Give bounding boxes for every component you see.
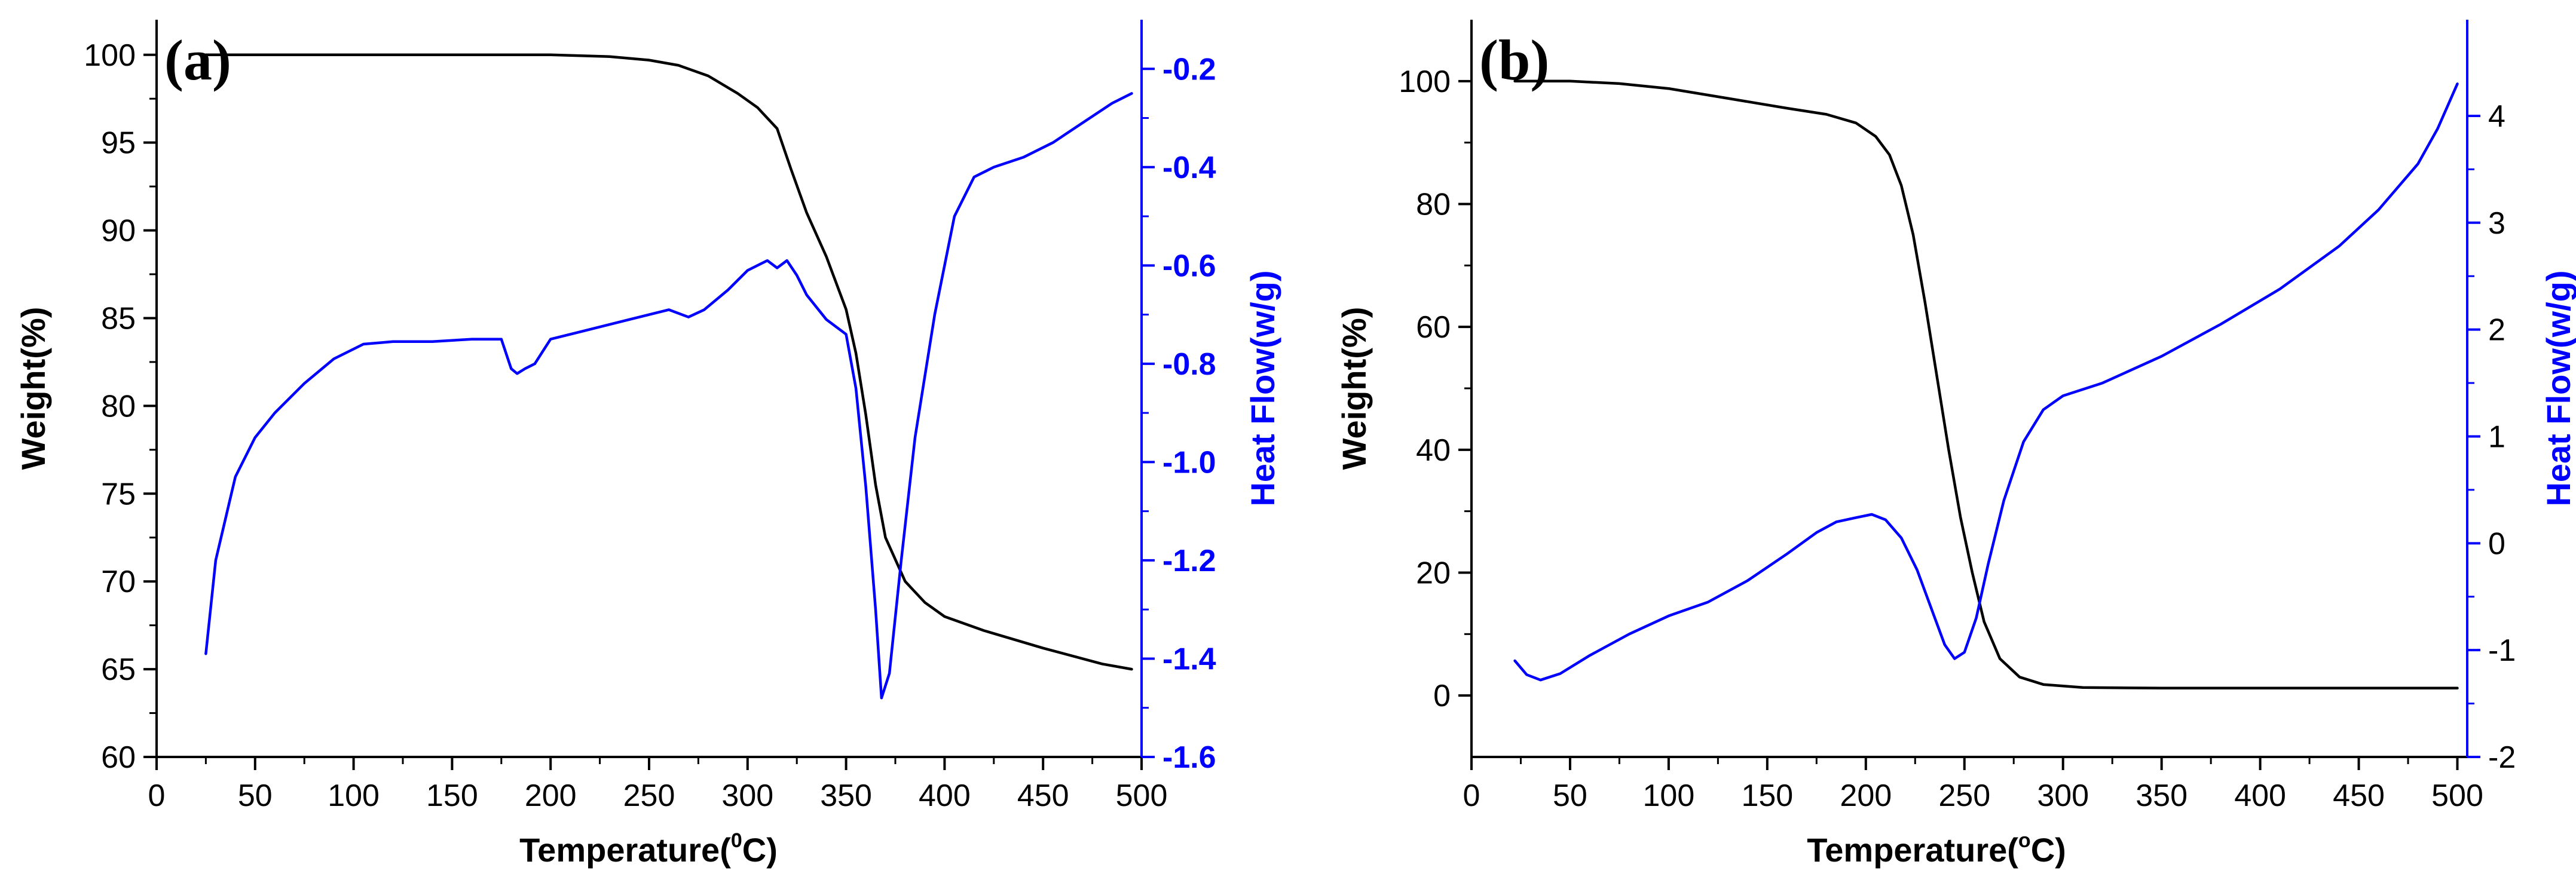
x-axis-title-degree: o	[2018, 829, 2031, 852]
x-tick-label: 100	[1643, 778, 1695, 813]
x-tick-label: 250	[1938, 778, 1990, 813]
x-tick-label: 450	[1017, 778, 1069, 813]
x-tick-label: 250	[623, 778, 675, 813]
y-right-tick-label: -0.6	[1162, 249, 1216, 283]
y-right-axis-title: Heat Flow(w/g)	[1244, 270, 1281, 506]
y-right-tick-label: 1	[2488, 419, 2505, 454]
y-right-tick-label: -2	[2488, 740, 2516, 775]
x-tick-label: 50	[238, 778, 273, 813]
x-tick-label: 150	[426, 778, 478, 813]
x-tick-label: 0	[148, 778, 166, 813]
weight-series-line	[1513, 79, 2459, 690]
y-left-tick-label: 0	[1433, 679, 1451, 713]
x-tick-label: 450	[2333, 778, 2385, 813]
y-left-tick-label: 20	[1416, 556, 1451, 591]
y-left-tick-label: 60	[1416, 310, 1451, 345]
y-left-tick-label: 85	[101, 301, 136, 336]
x-tick-label: 300	[2037, 778, 2089, 813]
y-left-tick-label: 80	[1416, 188, 1451, 222]
y-right-tick-label: 3	[2488, 206, 2505, 241]
x-axis-title-unit: C)	[742, 831, 778, 869]
panel-a: 0 50 100 150 200 250 300 350 400 450 500 60 65 70 75 80…	[14, 20, 1281, 869]
y-right-tick-label: -1.6	[1162, 740, 1216, 775]
y-right-tick-label: -0.4	[1162, 151, 1216, 185]
panel-b: 0 50 100 150 200 250 300 350 400 450 5000204060801…	[1335, 20, 2576, 869]
y-right-tick-label: 4	[2488, 99, 2505, 134]
x-tick-label: 350	[820, 778, 872, 813]
y-left-tick-label: 75	[101, 477, 136, 511]
panel-label: (b)	[1479, 28, 1549, 92]
y-right-axis-title: Heat Flow(w/g)	[2540, 270, 2576, 506]
panel-label: (a)	[164, 28, 231, 92]
x-axis-title-main: Temperature(	[1807, 831, 2018, 869]
y-left-tick-label: 40	[1416, 433, 1451, 468]
x-tick-label: 100	[328, 778, 380, 813]
y-left-axis-title: Weight(%)	[14, 307, 52, 470]
x-tick-label: 400	[919, 778, 971, 813]
y-right-tick-label: -1.4	[1162, 642, 1216, 676]
x-axis-title-main: Temperature(	[519, 831, 731, 869]
x-tick-label: 350	[2136, 778, 2188, 813]
y-left-tick-label: 70	[101, 565, 136, 599]
y-right-tick-label: -1.0	[1162, 445, 1216, 480]
x-tick-label: 200	[1840, 778, 1892, 813]
x-tick-label: 400	[2234, 778, 2286, 813]
y-right-tick-label: -1	[2488, 633, 2516, 668]
y-left-tick-label: 95	[101, 126, 136, 161]
y-right-tick-label: 2	[2488, 313, 2505, 348]
y-left-tick-label: 80	[101, 389, 136, 424]
y-left-tick-label: 90	[101, 214, 136, 249]
y-right-tick-label: -0.8	[1162, 347, 1216, 382]
x-tick-label: 0	[1463, 778, 1480, 813]
heat-flow-series-line	[204, 92, 1133, 700]
x-axis-title-degree: 0	[731, 829, 742, 852]
x-tick-label: 500	[1116, 778, 1168, 813]
y-left-tick-label: 100	[1399, 65, 1451, 99]
y-left-tick-label: 60	[101, 740, 136, 775]
x-axis-title: Temperature(oC)	[1807, 829, 2066, 869]
x-tick-label: 200	[525, 778, 577, 813]
x-tick-label: 500	[2431, 778, 2483, 813]
y-left-tick-label: 65	[101, 652, 136, 687]
x-tick-label: 50	[1553, 778, 1587, 813]
y-right-tick-label: -0.2	[1162, 52, 1216, 87]
x-tick-label: 150	[1741, 778, 1793, 813]
y-right-tick-label: 0	[2488, 526, 2505, 561]
weight-series-line	[204, 53, 1133, 671]
heat-flow-series-line	[1513, 82, 2459, 682]
y-right-tick-label: -1.2	[1162, 544, 1216, 578]
x-tick-label: 300	[721, 778, 773, 813]
y-left-tick-label: 100	[84, 38, 136, 73]
x-axis-title: Temperature(0C)	[519, 829, 778, 869]
y-left-axis-title: Weight(%)	[1335, 307, 1373, 470]
x-axis-title-unit: C)	[2031, 831, 2066, 869]
